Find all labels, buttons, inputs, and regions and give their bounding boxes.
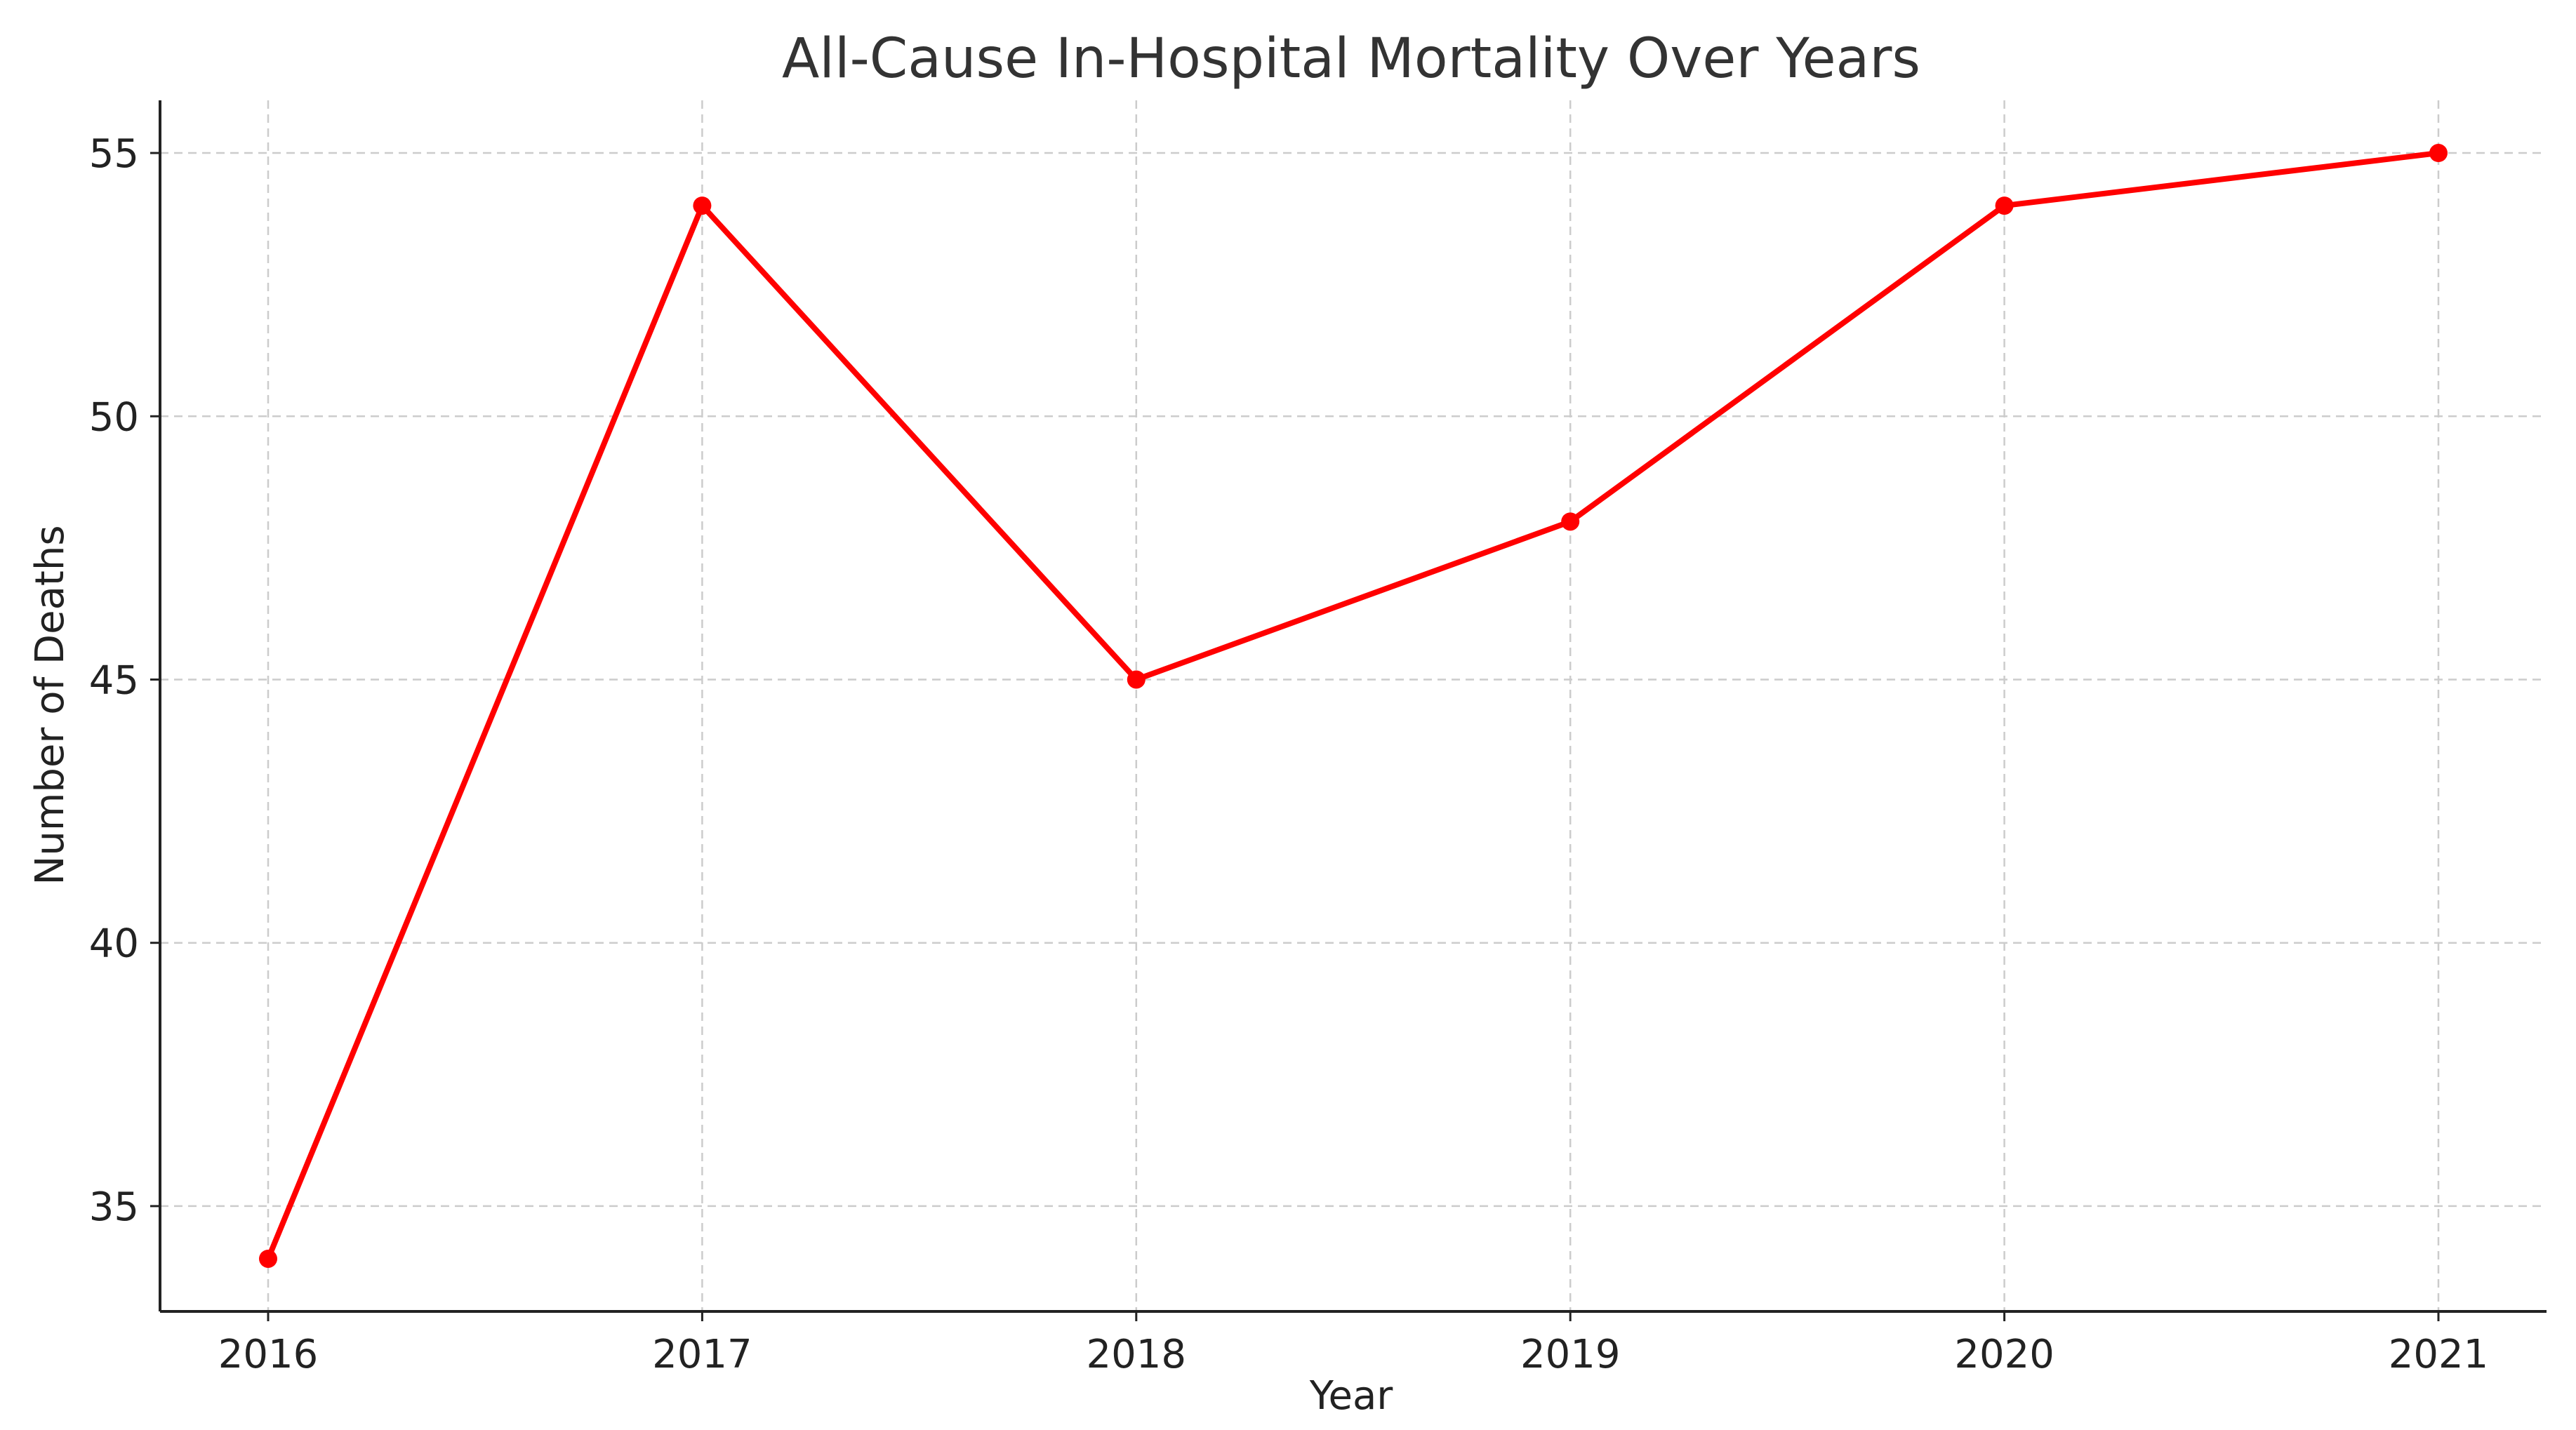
y-tick-label: 50	[89, 394, 139, 440]
x-tick-label: 2018	[1087, 1332, 1187, 1377]
grid-lines	[160, 100, 2547, 1311]
x-tick-label: 2021	[2389, 1332, 2489, 1377]
data-point	[1127, 670, 1146, 689]
y-tick-label: 55	[89, 131, 139, 177]
data-point	[1561, 512, 1580, 531]
y-axis-label: Number of Deaths	[27, 525, 73, 885]
x-axis-label: Year	[1309, 1373, 1394, 1419]
data-point	[259, 1249, 277, 1268]
chart-title: All-Cause In-Hospital Mortality Over Yea…	[782, 27, 1920, 91]
x-tick-label: 2017	[652, 1332, 752, 1377]
data-point	[1995, 196, 2014, 215]
series-line	[265, 150, 2441, 1262]
x-tick-label: 2019	[1520, 1332, 1621, 1377]
data-point	[2429, 144, 2448, 163]
series-layer	[259, 144, 2448, 1268]
y-tick-label: 35	[89, 1184, 139, 1230]
axes: 2016 2017 2018 2019 2020 2021 35 40 45 50 55	[89, 100, 2547, 1377]
y-tick-label: 40	[89, 921, 139, 967]
x-tick-label: 2016	[218, 1332, 319, 1377]
x-tick-label: 2020	[1954, 1332, 2054, 1377]
data-point	[693, 196, 712, 215]
y-tick-label: 45	[89, 657, 139, 703]
